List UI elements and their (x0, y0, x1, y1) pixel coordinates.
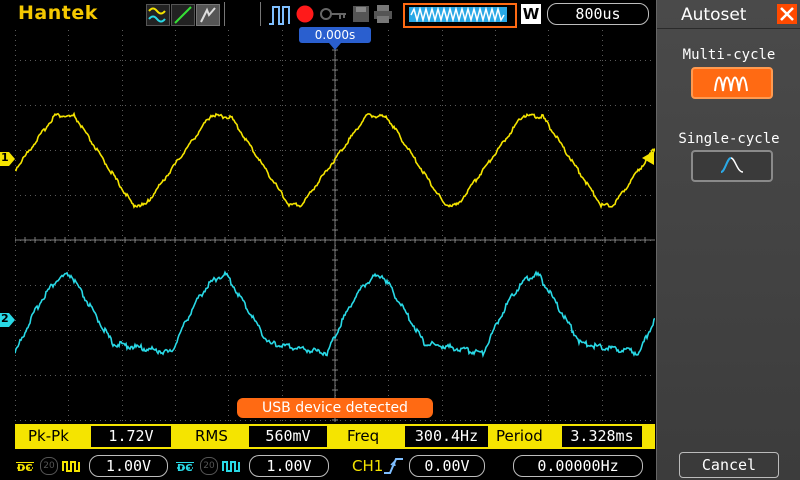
acquire-mode-badge[interactable]: W (521, 4, 541, 24)
ramp-icon[interactable] (171, 4, 195, 26)
toolbar-divider (260, 2, 261, 26)
key-icon[interactable] (320, 4, 348, 24)
ch2-trace (15, 270, 655, 359)
measure-label-pkpk: Pk-Pk (28, 427, 69, 445)
close-menu-button[interactable] (777, 4, 797, 24)
ch2-marker[interactable]: 2 (0, 312, 16, 327)
ch1-scale-readout[interactable]: 1.00V (89, 455, 168, 477)
channel-mode-icon[interactable] (146, 4, 170, 26)
measurement-bar: Pk-Pk 1.72V RMS 560mV Freq 300.4Hz Perio… (15, 424, 655, 449)
ch2-probe-icon[interactable] (222, 458, 242, 472)
trigger-level-arrow-icon[interactable] (642, 151, 654, 165)
trigger-source-label[interactable]: CH1 (352, 457, 384, 475)
autoset-menu: Autoset Multi-cycle Single-cycle Cancel (656, 0, 800, 480)
ch1-probe-icon[interactable] (62, 458, 82, 472)
graticule (15, 30, 655, 422)
single-cycle-wave-icon (720, 157, 744, 173)
usb-detected-toast: USB device detected (237, 398, 433, 418)
multi-cycle-button[interactable] (691, 67, 773, 99)
measure-value-freq: 300.4Hz (405, 426, 488, 447)
print-icon[interactable] (373, 4, 393, 24)
memory-window[interactable] (403, 3, 517, 28)
measure-label-period: Period (496, 427, 543, 445)
ch1-marker[interactable]: 1 (0, 151, 16, 166)
persistence-icon[interactable] (196, 4, 220, 26)
multi-cycle-label: Multi-cycle (682, 47, 776, 63)
trigger-position-label[interactable]: 0.000s (299, 27, 371, 43)
trigger-level-readout[interactable]: 0.00V (409, 455, 485, 477)
toolbar-divider (224, 2, 225, 26)
ch2-bandwidth-limit-icon[interactable]: 20 (200, 457, 218, 475)
run-stop-icon[interactable] (295, 4, 315, 24)
close-icon (780, 7, 794, 21)
trigger-position-arrow-icon (329, 43, 341, 50)
multi-cycle-wave-icon (714, 76, 748, 92)
measure-value-rms: 560mV (249, 426, 327, 447)
channel-status-bar: DC 20 1.00V DC 20 1.00V CH1 0.00V 0.0000… (0, 452, 656, 480)
sidebar-divider (657, 28, 800, 29)
ch2-scale-readout[interactable]: 1.00V (249, 455, 329, 477)
top-status-bar: Hantek W 800us (0, 0, 656, 28)
autoset-title: Autoset (681, 5, 747, 25)
rising-edge-icon[interactable] (383, 457, 405, 475)
single-cycle-button[interactable] (691, 150, 773, 182)
measure-value-pkpk: 1.72V (91, 426, 171, 447)
ch1-coupling-badge[interactable]: DC (16, 456, 34, 476)
ch1-bandwidth-limit-icon[interactable]: 20 (40, 457, 58, 475)
single-cycle-label: Single-cycle (678, 131, 780, 147)
measure-label-rms: RMS (195, 427, 228, 445)
trigger-frequency-readout[interactable]: 0.00000Hz (513, 455, 643, 477)
pulse-trigger-icon[interactable] (268, 4, 292, 25)
timebase-readout[interactable]: 800us (547, 3, 649, 25)
brand-logo: Hantek (18, 2, 98, 24)
ch2-coupling-badge[interactable]: DC (176, 456, 194, 476)
measure-label-freq: Freq (347, 427, 380, 445)
ch1-trace (15, 111, 655, 210)
measure-value-period: 3.328ms (562, 426, 642, 447)
waveform-layer (15, 111, 655, 359)
waveform-display[interactable] (15, 30, 655, 422)
cancel-button[interactable]: Cancel (679, 452, 779, 478)
save-icon[interactable] (352, 4, 370, 24)
